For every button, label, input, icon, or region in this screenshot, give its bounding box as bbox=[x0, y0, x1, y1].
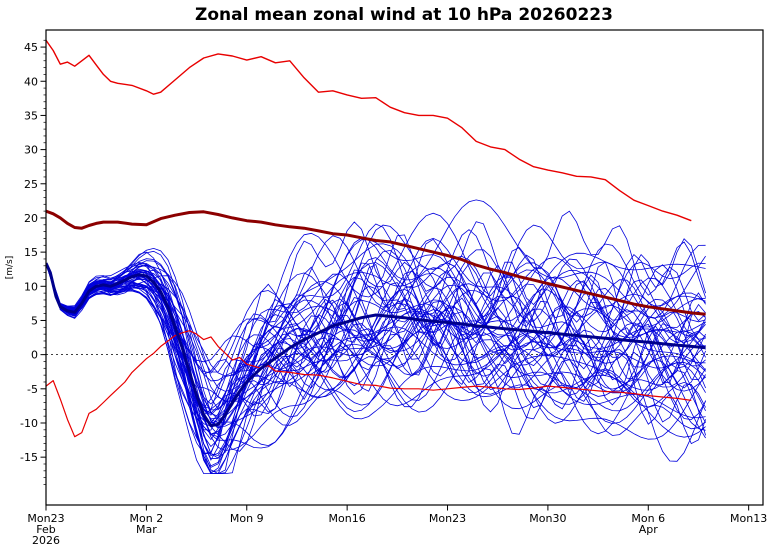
ensemble-member-line bbox=[46, 263, 706, 428]
ensemble-member-line bbox=[46, 257, 706, 392]
upper-red-line bbox=[46, 39, 692, 222]
y-tick-label: -5 bbox=[27, 383, 38, 396]
ensemble-member-line bbox=[46, 212, 706, 429]
ensemble-member-line bbox=[46, 262, 706, 431]
series-layer bbox=[46, 39, 706, 475]
x-tick-label: Mon16 bbox=[329, 512, 366, 525]
y-tick-label: 10 bbox=[24, 280, 38, 293]
x-tick-label: Feb bbox=[36, 523, 55, 536]
ensemble-mean-thick-blue bbox=[46, 262, 706, 428]
y-tick-label: 35 bbox=[24, 109, 38, 122]
ensemble-member-line bbox=[46, 262, 706, 459]
y-tick-label: 15 bbox=[24, 246, 38, 259]
ensemble-member-line bbox=[46, 243, 706, 417]
ensemble-member-line bbox=[46, 263, 706, 447]
y-tick-label: 25 bbox=[24, 178, 38, 191]
x-tick-label: Mon13 bbox=[730, 512, 767, 525]
ensemble-member-line bbox=[46, 262, 706, 435]
y-tick-label: 0 bbox=[31, 349, 38, 362]
y-tick-label: -10 bbox=[20, 417, 38, 430]
x-tick-label: Mon 2 bbox=[130, 512, 164, 525]
y-tick-label: 30 bbox=[24, 144, 38, 157]
plot-frame bbox=[45, 29, 764, 506]
x-tick-label: 2026 bbox=[32, 534, 60, 547]
y-tick-label: 5 bbox=[31, 314, 38, 327]
ensemble-member-line bbox=[46, 263, 706, 474]
y-tick-label: 20 bbox=[24, 212, 38, 225]
x-tick-label: Mon 9 bbox=[230, 512, 264, 525]
y-tick-label: -15 bbox=[20, 451, 38, 464]
y-axis-ticks: -15 -10 -5 0 5 10 15 20 25 30 35 40 45 bbox=[20, 39, 46, 485]
control-thick-dark-red bbox=[46, 209, 706, 316]
x-tick-label: Mon30 bbox=[529, 512, 566, 525]
x-tick-label: Mon23 bbox=[429, 512, 466, 525]
chart-title: Zonal mean zonal wind at 10 hPa 20260223 bbox=[195, 5, 613, 25]
x-tick-label: Apr bbox=[639, 523, 659, 536]
ensemble-member-line bbox=[46, 263, 706, 449]
ensemble-member-line bbox=[46, 249, 706, 474]
x-tick-label: Mon 6 bbox=[631, 512, 665, 525]
ensemble-member-line bbox=[46, 224, 706, 403]
ensemble-member-line bbox=[46, 261, 706, 461]
x-tick-label: Mar bbox=[136, 523, 157, 536]
ensemble-member-line bbox=[46, 224, 706, 373]
lower-red-line bbox=[46, 330, 692, 438]
y-axis-label: [m/s] bbox=[5, 256, 15, 280]
x-tick-label: Mon23 bbox=[27, 512, 64, 525]
ensemble-member-line bbox=[46, 261, 706, 396]
ensemble-member-line bbox=[46, 262, 706, 438]
ensemble-member-line bbox=[46, 235, 706, 435]
y-tick-label: 40 bbox=[24, 75, 38, 88]
y-tick-label: 45 bbox=[24, 41, 38, 54]
ensemble-member-line bbox=[46, 263, 706, 441]
ensemble-member-line bbox=[46, 263, 706, 474]
ensemble-member-line bbox=[46, 262, 706, 468]
ensemble-member-line bbox=[46, 256, 706, 411]
